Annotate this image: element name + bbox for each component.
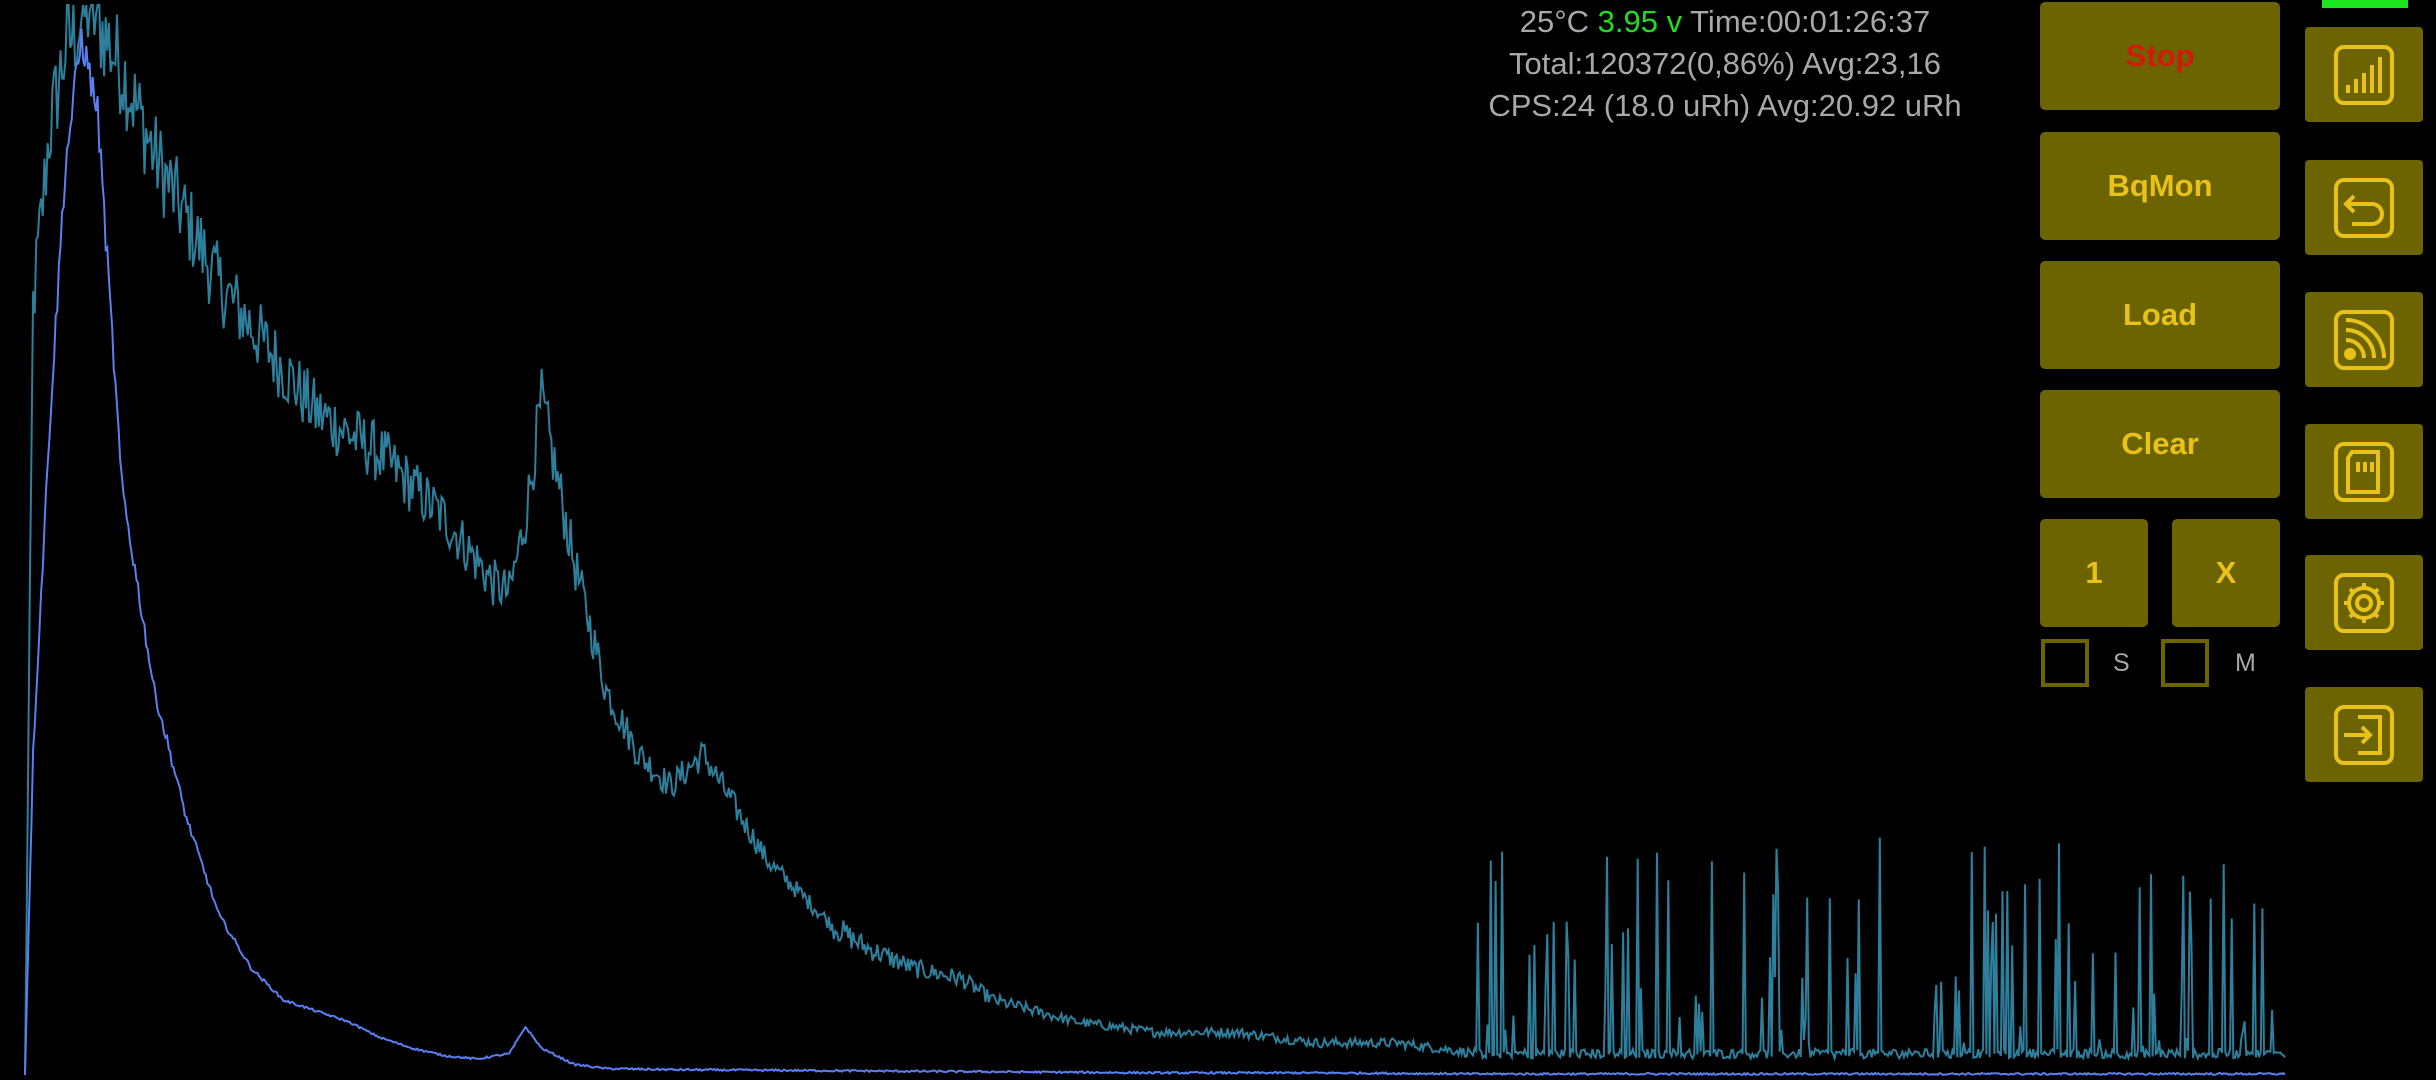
battery-indicator — [2322, 0, 2408, 8]
x-button[interactable]: X — [2172, 519, 2280, 627]
rss-feed-icon — [2334, 309, 2394, 370]
sd-card-button[interactable] — [2305, 424, 2423, 519]
stop-button[interactable]: Stop — [2040, 2, 2280, 110]
exit-icon — [2334, 704, 2394, 765]
back-arrow-icon — [2334, 177, 2394, 238]
signal-bars-icon — [2334, 44, 2394, 105]
log-spectrum-line — [24, 4, 2286, 1075]
load-button[interactable]: Load — [2040, 261, 2280, 369]
signal-button[interactable] — [2305, 27, 2423, 122]
spectrum-chart — [24, 4, 2286, 1077]
one-button[interactable]: 1 — [2040, 519, 2148, 627]
status-line-1: 25°C 3.95 v Time:00:01:26:37 — [1420, 2, 2030, 42]
back-button[interactable] — [2305, 160, 2423, 255]
time-readout: Time:00:01:26:37 — [1690, 4, 1931, 39]
bqmon-button[interactable]: BqMon — [2040, 132, 2280, 240]
voltage-readout: 3.95 v — [1597, 4, 1683, 39]
total-readout: Total:120372(0,86%) Avg:23,16 — [1508, 46, 1942, 81]
m-checkbox-label: M — [2235, 649, 2256, 677]
temperature-readout: 25°C — [1519, 4, 1589, 39]
cps-readout: CPS:24 (18.0 uRh) Avg:20.92 uRh — [1488, 88, 1962, 123]
sd-card-icon — [2334, 441, 2394, 502]
clear-button[interactable]: Clear — [2040, 390, 2280, 498]
linear-spectrum-line — [24, 28, 2286, 1077]
feed-button[interactable] — [2305, 292, 2423, 387]
m-checkbox[interactable] — [2161, 639, 2209, 687]
exit-button[interactable] — [2305, 687, 2423, 782]
s-checkbox-label: S — [2113, 649, 2130, 677]
settings-button[interactable] — [2305, 555, 2423, 650]
gear-icon — [2334, 572, 2394, 633]
s-checkbox[interactable] — [2041, 639, 2089, 687]
